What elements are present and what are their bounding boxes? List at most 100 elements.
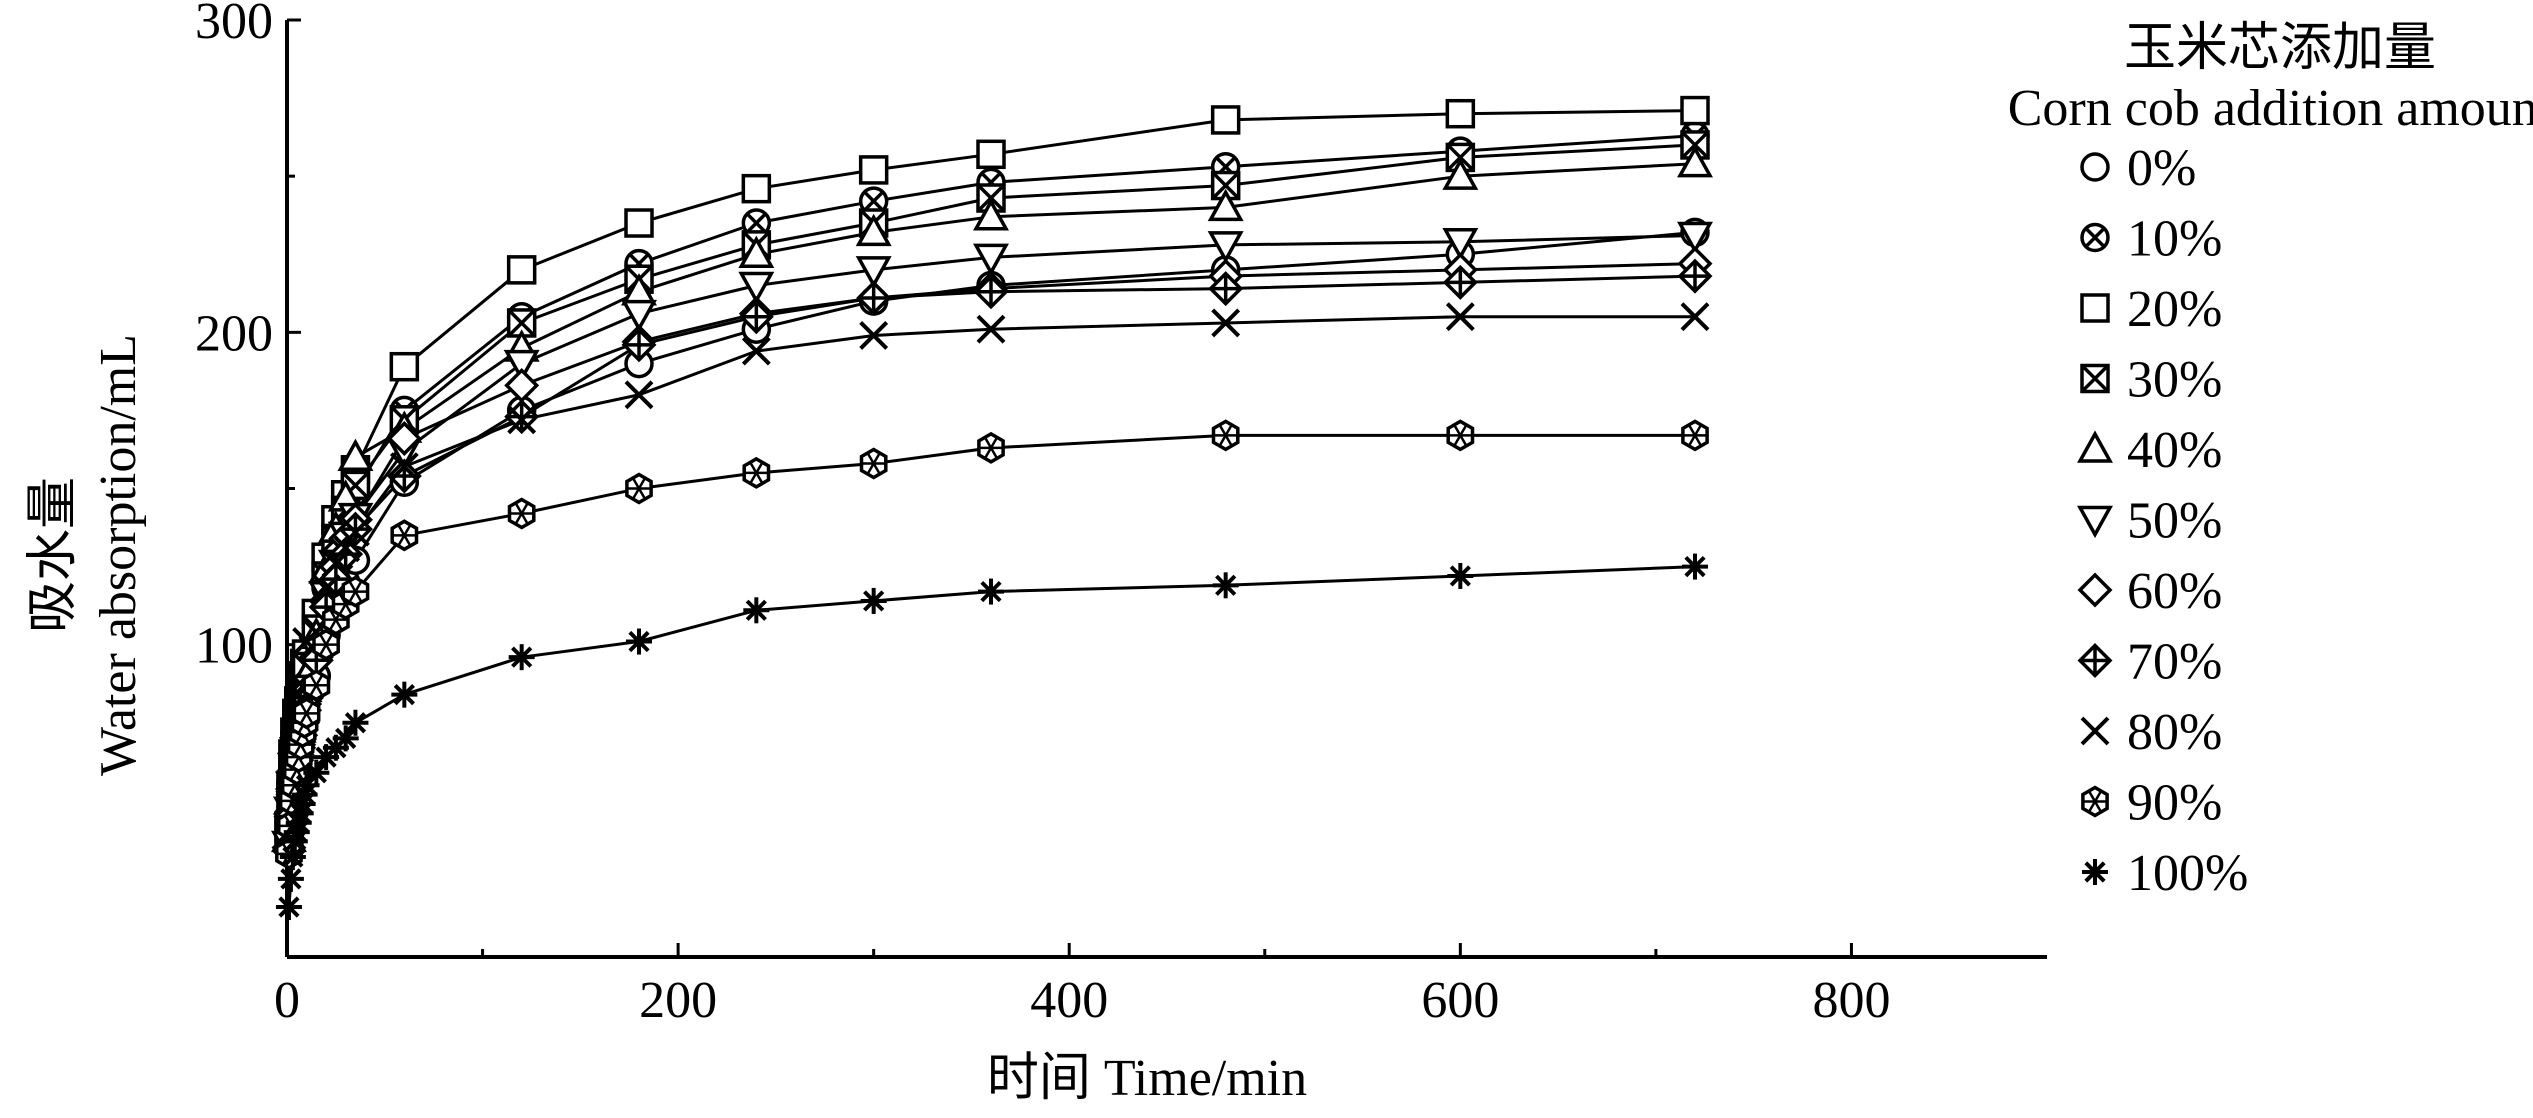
data-point-80pct xyxy=(341,517,370,547)
data-point-40pct xyxy=(738,235,775,268)
data-point-70pct xyxy=(856,280,892,316)
data-point-60pct xyxy=(386,421,422,457)
series-line-0pct xyxy=(287,230,1696,848)
data-point-100pct xyxy=(277,865,304,892)
data-point-90pct xyxy=(341,575,370,608)
legend-label: 100% xyxy=(2127,845,2248,902)
x-tick-label: 800 xyxy=(1812,972,1890,1029)
data-point-50pct xyxy=(1677,221,1713,255)
series-line-60pct xyxy=(287,262,1696,848)
data-point-40pct xyxy=(337,438,374,472)
data-point-100pct xyxy=(860,587,887,614)
data-point-80pct xyxy=(859,321,889,350)
y-tick-label: 100 xyxy=(195,618,273,675)
legend: 玉米芯添加量 Corn cob addition amount 0% 10% 20%… xyxy=(2008,20,2533,902)
axes xyxy=(285,20,2047,959)
data-point-70pct xyxy=(738,299,774,335)
legend-marker xyxy=(2080,222,2110,253)
data-point-90pct xyxy=(977,431,1005,464)
data-point-80pct xyxy=(1211,308,1241,338)
data-point-80pct xyxy=(1680,302,1710,332)
data-point-90pct xyxy=(302,669,331,702)
data-point-90pct xyxy=(742,456,771,489)
data-point-80pct xyxy=(976,314,1006,344)
data-point-70pct xyxy=(621,327,657,363)
data-point-100pct xyxy=(626,628,652,655)
legend-marker xyxy=(2080,152,2110,182)
data-point-70pct xyxy=(1442,264,1478,300)
data-point-50pct xyxy=(738,271,775,305)
legend-label: 30% xyxy=(2127,352,2222,409)
legend-item: 50% xyxy=(2077,493,2222,550)
x-tick-label: 0 xyxy=(274,972,300,1029)
data-point-80pct xyxy=(1445,302,1475,332)
data-point-70pct xyxy=(973,274,1009,310)
y-tick-label: 300 xyxy=(195,0,273,50)
data-point-20pct xyxy=(741,173,772,204)
legend-label: 80% xyxy=(2127,704,2222,761)
legend-item: 20% xyxy=(2080,281,2222,338)
legend-marker xyxy=(2077,505,2113,539)
data-point-80pct xyxy=(331,533,361,563)
data-point-90pct xyxy=(859,447,888,480)
legend-label: 40% xyxy=(2127,422,2222,479)
legend-item: 80% xyxy=(2080,704,2222,761)
data-point-50pct xyxy=(1207,231,1244,264)
legend-marker xyxy=(2077,430,2113,463)
data-point-40pct xyxy=(1677,145,1713,178)
data-point-100pct xyxy=(978,578,1004,605)
legend-item: 100% xyxy=(2082,845,2248,902)
legend-marker xyxy=(2080,716,2110,746)
legend-label: 0% xyxy=(2127,140,2196,197)
data-point-90pct xyxy=(312,628,340,661)
data-point-30pct xyxy=(506,308,537,338)
data-point-80pct xyxy=(321,549,351,578)
y-axis-label-group: 吸水量 Water absorption/mL xyxy=(25,334,147,776)
legend-label: 90% xyxy=(2127,775,2222,832)
data-point-20pct xyxy=(1210,105,1241,135)
data-point-70pct xyxy=(1677,258,1713,294)
legend-item: 10% xyxy=(2080,211,2222,268)
data-point-90pct xyxy=(292,697,321,730)
legend-marker xyxy=(2077,643,2113,678)
y-axis-label-cn: 吸水量 xyxy=(25,477,82,633)
data-point-90pct xyxy=(625,472,653,505)
legend-item: 60% xyxy=(2077,563,2222,620)
data-point-20pct xyxy=(858,155,889,185)
data-point-100pct xyxy=(508,644,535,671)
y-axis-label-en: Water absorption/mL xyxy=(90,334,147,776)
data-point-20pct xyxy=(624,208,654,238)
data-point-40pct xyxy=(1207,188,1244,222)
data-point-50pct xyxy=(1442,228,1479,261)
data-point-100pct xyxy=(1212,572,1239,599)
data-point-50pct xyxy=(973,243,1009,276)
data-point-90pct xyxy=(1211,419,1240,452)
data-point-50pct xyxy=(855,256,892,289)
x-tick-label: 400 xyxy=(1030,972,1108,1029)
data-point-80pct xyxy=(624,380,654,410)
legend-item: 0% xyxy=(2080,140,2196,197)
data-point-90pct xyxy=(1446,419,1475,452)
data-point-20pct xyxy=(389,351,420,382)
legend-marker xyxy=(2082,859,2108,885)
data-point-20pct xyxy=(976,139,1006,170)
data-point-100pct xyxy=(303,759,330,786)
data-point-10pct xyxy=(741,208,772,238)
legend-marker xyxy=(2077,572,2113,608)
legend-item: 90% xyxy=(2081,775,2222,832)
data-point-60pct xyxy=(504,367,540,403)
data-point-70pct xyxy=(1208,271,1244,307)
data-point-70pct xyxy=(386,458,422,494)
data-point-100pct xyxy=(342,709,369,736)
legend-label: 70% xyxy=(2127,634,2222,691)
legend-marker xyxy=(2080,363,2110,394)
data-point-20pct xyxy=(1445,98,1476,129)
series-line-90pct xyxy=(287,433,1695,855)
x-tick-label: 200 xyxy=(639,972,717,1029)
legend-label: 10% xyxy=(2127,211,2222,268)
data-point-100pct xyxy=(391,681,418,708)
data-point-80pct xyxy=(507,405,537,435)
data-point-100pct xyxy=(1682,553,1708,580)
legend-title-en: Corn cob addition amount xyxy=(2008,80,2533,137)
